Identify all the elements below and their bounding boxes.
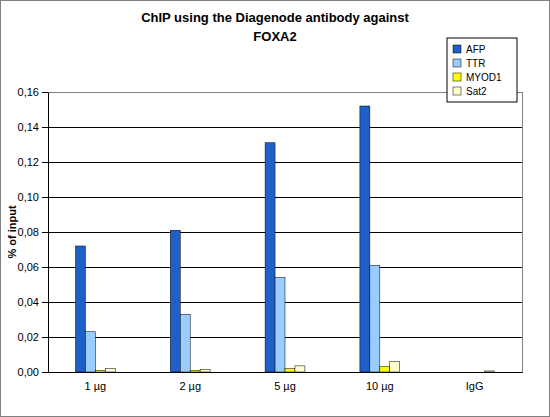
y-tick-mark [42, 302, 48, 303]
bar [75, 246, 85, 372]
y-tick-mark [42, 197, 48, 198]
x-tick: 10 µg [366, 372, 394, 392]
y-axis-title: % of input [6, 205, 18, 258]
y-tick: 0,04 [18, 296, 48, 308]
y-tick-label: 0,06 [18, 261, 39, 273]
grid-line [48, 232, 522, 233]
grid-line [48, 162, 522, 163]
bar [170, 230, 180, 372]
y-tick-label: 0,14 [18, 121, 39, 133]
x-tick-label: 5 µg [274, 380, 296, 392]
title: ChIP using the Diagenode antibody agains… [141, 10, 409, 25]
x-axis: 1 µg 2 µg 5 µg 10 µg IgG [49, 372, 523, 392]
x-tick-label: 2 µg [179, 380, 201, 392]
bar [360, 106, 370, 372]
y-tick-mark [42, 162, 48, 163]
bars [75, 106, 494, 372]
bar [295, 366, 305, 372]
y-axis-line [48, 93, 49, 373]
y-tick-label: 0,04 [18, 296, 39, 308]
legend-box [447, 38, 517, 102]
y-tick-mark [42, 337, 48, 338]
y-tick: 0,10 [18, 191, 48, 203]
y-tick-label: 0,16 [18, 86, 39, 98]
chart: ChIP using the Diagenode antibody agains… [0, 0, 550, 417]
x-tick-label: IgG [466, 380, 484, 392]
y-tick-mark [42, 127, 48, 128]
legend: AFP TTR MYOD1 Sat2 [447, 38, 517, 102]
series [105, 362, 494, 373]
y-tick-mark [42, 232, 48, 233]
y-tick-label: 0,12 [18, 156, 39, 168]
x-axis-line [49, 372, 523, 373]
legend-swatch [453, 87, 461, 95]
bar [105, 369, 115, 373]
y-tick-mark [42, 372, 48, 373]
series [75, 106, 369, 372]
legend-label: MYOD1 [466, 72, 502, 83]
y-tick-label: 0,10 [18, 191, 39, 203]
legend-swatch [453, 59, 461, 67]
bar [265, 143, 275, 372]
y-tick-label: 0,08 [18, 226, 39, 238]
y-tick-label: 0,00 [18, 366, 39, 378]
legend-swatch [453, 45, 461, 53]
plot-frame [48, 92, 522, 372]
y-tick: 0,02 [18, 331, 48, 343]
title: FOXA2 [253, 29, 296, 44]
bar [180, 314, 190, 372]
legend-label: TTR [466, 58, 485, 69]
y-tick-label: 0,02 [18, 331, 39, 343]
x-tick: 5 µg [274, 372, 296, 392]
x-tick-label: 1 µg [85, 380, 107, 392]
y-tick: 0,06 [18, 261, 48, 273]
bar [390, 362, 400, 373]
bar [275, 278, 285, 373]
series [85, 265, 379, 372]
y-tick-mark [42, 92, 48, 93]
y-tick: 0,08 [18, 226, 48, 238]
grid-line [48, 127, 522, 128]
plot: 0,00 0,02 0,04 0,06 0,08 0,10 0,12 0,14 0,16 1 µg… [18, 86, 523, 392]
grid [48, 92, 522, 372]
grid-line [48, 197, 522, 198]
y-tick: 0,12 [18, 156, 48, 168]
y-axis: 0,00 0,02 0,04 0,06 0,08 0,10 0,12 0,14 0,16 [18, 86, 49, 378]
y-tick-mark [42, 267, 48, 268]
y-tick: 0,14 [18, 121, 48, 133]
legend-label: Sat2 [466, 86, 487, 97]
y-tick: 0,00 [18, 366, 48, 378]
series [95, 367, 389, 372]
bar [285, 369, 295, 373]
x-tick-label: 10 µg [366, 380, 394, 392]
bar [85, 332, 95, 372]
grid-line [48, 267, 522, 268]
x-tick: IgG [466, 372, 484, 392]
legend-swatch [453, 73, 461, 81]
y-tick: 0,16 [18, 86, 48, 98]
legend-label: AFP [466, 44, 486, 55]
bar [370, 265, 380, 372]
x-tick: 1 µg [85, 372, 107, 392]
x-tick: 2 µg [179, 372, 201, 392]
bar [380, 367, 390, 372]
chart-border [1, 1, 550, 417]
